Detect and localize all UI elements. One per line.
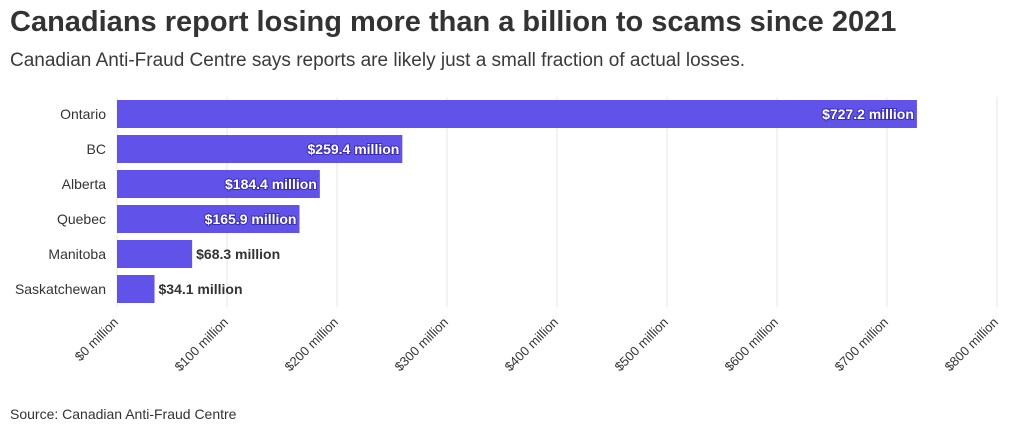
data-label: $68.3 million [196,246,280,262]
x-tick-label: $500 million [611,315,671,375]
grid-lines [116,97,998,307]
bar [117,205,300,233]
x-tick-label: $800 million [941,315,1001,375]
bar [117,135,403,163]
chart-title: Canadians report losing more than a bill… [10,6,897,38]
bar [117,100,917,128]
data-labels: $727.2 million $259.4 million $184.4 milli… [159,105,915,297]
chart-subtitle: Canadian Anti-Fraud Centre says reports … [10,50,745,71]
x-tick-label: $200 million [281,315,341,375]
x-tick-label: $700 million [831,315,891,375]
category-label: Quebec [57,211,106,227]
bar [117,170,320,198]
x-tick-label: $300 million [391,315,451,375]
bars [117,100,917,303]
x-tick-label: $0 million [72,315,121,364]
category-label: Alberta [62,176,107,192]
x-tick-label: $400 million [501,315,561,375]
x-tick-label: $100 million [171,315,231,375]
x-tick-labels: $0 million $100 million $200 million $300 m… [72,315,1001,375]
bar [117,275,155,303]
category-label: BC [87,141,106,157]
data-label: $165.9 million [205,211,297,227]
x-tick-label: $600 million [721,315,781,375]
category-label: Saskatchewan [15,281,106,297]
source-note: Source: Canadian Anti-Fraud Centre [10,406,237,422]
data-label: $184.4 million [225,176,317,192]
data-label: $727.2 million [822,106,914,122]
bar-chart: Ontario BC Alberta Quebec Manitoba Saskatchew… [15,97,1001,375]
bar [117,240,193,268]
category-label: Manitoba [48,246,106,262]
data-label: $259.4 million [308,141,400,157]
category-labels: Ontario BC Alberta Quebec Manitoba Saskatchew… [15,106,106,297]
category-label: Ontario [60,106,106,122]
data-label: $34.1 million [159,281,243,297]
